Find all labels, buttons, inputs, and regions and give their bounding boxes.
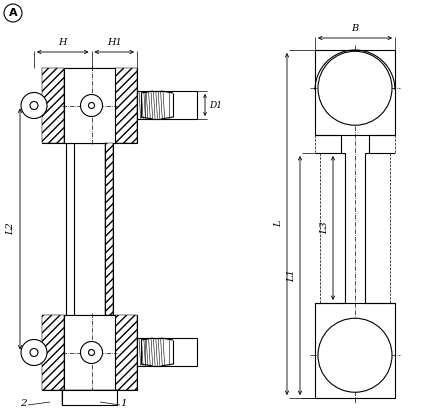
Bar: [42, 315, 137, 390]
Bar: [62, 390, 117, 405]
Text: L1: L1: [287, 269, 296, 282]
Text: L2: L2: [7, 223, 16, 235]
Bar: [315, 303, 395, 398]
Bar: [64, 315, 115, 390]
Circle shape: [89, 102, 95, 109]
Bar: [105, 143, 113, 315]
Text: L: L: [275, 221, 283, 227]
Bar: [115, 68, 137, 143]
Text: 2: 2: [20, 399, 27, 408]
Bar: [315, 50, 395, 135]
Circle shape: [318, 51, 392, 125]
Bar: [115, 315, 137, 390]
Text: 1: 1: [120, 399, 126, 408]
Text: D1: D1: [209, 100, 222, 109]
Bar: [62, 390, 117, 405]
Text: A: A: [9, 8, 17, 18]
Circle shape: [89, 349, 95, 356]
Circle shape: [81, 95, 102, 116]
Circle shape: [4, 4, 22, 22]
Circle shape: [21, 339, 47, 366]
Bar: [64, 68, 115, 143]
Text: H1: H1: [107, 38, 122, 47]
Text: L3: L3: [320, 222, 330, 234]
Circle shape: [318, 318, 392, 392]
Circle shape: [30, 102, 38, 109]
Text: B: B: [351, 24, 358, 33]
Bar: [42, 68, 137, 143]
Circle shape: [81, 342, 102, 363]
Text: H: H: [58, 38, 67, 47]
Circle shape: [30, 349, 38, 356]
Bar: [42, 68, 64, 143]
Circle shape: [21, 93, 47, 119]
Bar: [42, 315, 64, 390]
